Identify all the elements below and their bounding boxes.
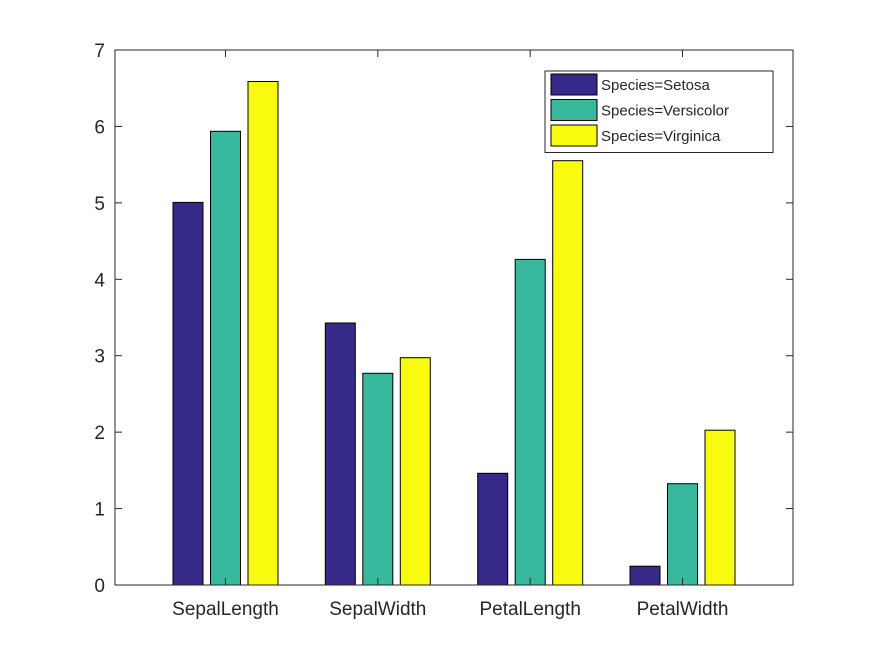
y-tick-label: 4 [94, 270, 105, 291]
bar-petalwidth-2 [667, 483, 698, 586]
legend-swatch [550, 124, 598, 147]
bars-layer [172, 81, 736, 586]
x-tick-label: SepalWidth [329, 599, 426, 620]
bar-sepalwidth-3 [399, 357, 431, 586]
y-tick-label: 0 [94, 576, 105, 597]
bar-petallength-3 [552, 160, 584, 586]
y-tick-label: 3 [94, 347, 105, 368]
bar-sepallength-1 [172, 201, 204, 586]
x-tick-label: PetalLength [479, 599, 580, 620]
bar-petallength-2 [514, 258, 546, 586]
axes-layer: SepalLength SepalWidth PetalLength PetalWid… [94, 41, 794, 620]
legend-swatch [550, 73, 598, 96]
y-tick-label: 1 [94, 500, 105, 521]
bar-sepallength-2 [210, 130, 241, 586]
bar-sepalwidth-2 [362, 372, 394, 586]
bar-petalwidth-1 [629, 565, 661, 586]
bar-petallength-1 [477, 472, 509, 586]
y-tick-label: 6 [94, 117, 105, 138]
x-tick-label: PetalWidth [637, 599, 729, 620]
y-tick-label: 2 [94, 423, 105, 444]
legend: Species=Setosa Species=Versicolor Species=… [544, 70, 774, 153]
bar-sepallength-3 [247, 81, 279, 586]
legend-label: Species=Versicolor [601, 103, 729, 120]
legend-swatch [550, 99, 598, 121]
legend-label: Species=Virginica [601, 128, 721, 145]
x-tick-label: SepalLength [172, 599, 279, 620]
bar-petalwidth-3 [704, 429, 736, 586]
bar-sepalwidth-1 [324, 322, 356, 586]
y-tick-label: 5 [94, 194, 105, 215]
axes-box [114, 49, 794, 586]
y-tick-label: 7 [94, 41, 105, 62]
legend-label: Species=Setosa [601, 77, 710, 94]
